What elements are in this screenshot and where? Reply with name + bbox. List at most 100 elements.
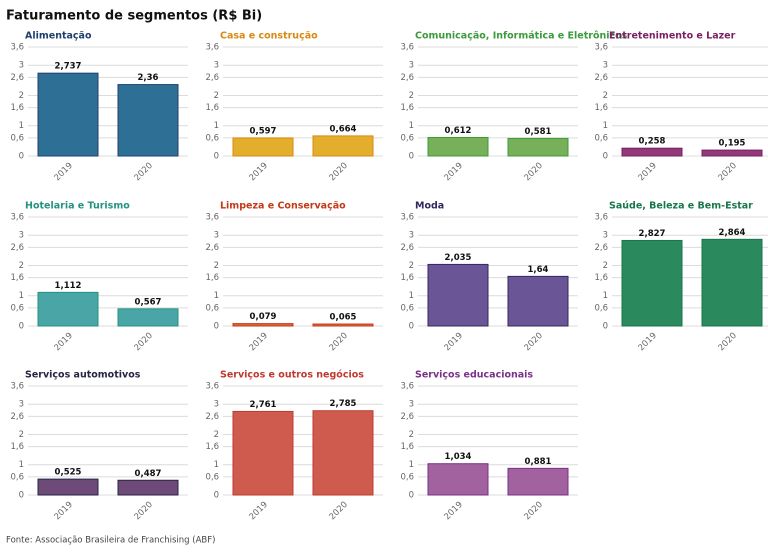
y-tick-label: 0 bbox=[603, 152, 608, 162]
y-tick-label: 0 bbox=[214, 152, 219, 162]
y-tick-label: 3 bbox=[19, 400, 24, 410]
bar bbox=[621, 239, 683, 327]
value-label: 0,612 bbox=[445, 126, 472, 136]
bar bbox=[232, 323, 294, 327]
y-tick-label: 3,6 bbox=[400, 382, 414, 392]
value-label: 1,034 bbox=[445, 452, 472, 462]
panel-title: Casa e construção bbox=[220, 31, 318, 42]
y-tick-label: 3 bbox=[409, 231, 414, 241]
y-tick-label: 2,6 bbox=[205, 73, 219, 83]
bar bbox=[37, 478, 99, 496]
bar bbox=[117, 479, 179, 496]
bar bbox=[507, 467, 569, 496]
y-tick-label: 3 bbox=[409, 61, 414, 71]
y-tick-label: 3,6 bbox=[10, 43, 24, 53]
y-tick-label: 1 bbox=[603, 121, 608, 131]
y-tick-label: 2 bbox=[214, 91, 219, 101]
y-tick-label: 2,6 bbox=[205, 412, 219, 422]
panel-title: Comunicação, Informática e Eletrônicos bbox=[415, 31, 628, 42]
y-tick-label: 1 bbox=[214, 121, 219, 131]
y-tick-label: 2 bbox=[603, 91, 608, 101]
y-tick-label: 3 bbox=[214, 231, 219, 241]
y-tick-label: 2 bbox=[409, 430, 414, 440]
y-tick-label: 1 bbox=[214, 460, 219, 470]
y-tick-label: 0,6 bbox=[10, 472, 24, 482]
y-tick-label: 3,6 bbox=[594, 43, 608, 53]
y-tick-label: 0,6 bbox=[205, 303, 219, 313]
y-tick-label: 3,6 bbox=[205, 43, 219, 53]
y-tick-label: 3 bbox=[603, 231, 608, 241]
y-tick-label: 1,6 bbox=[205, 273, 219, 283]
y-tick-label: 0,6 bbox=[594, 303, 608, 313]
y-tick-label: 1,6 bbox=[10, 273, 24, 283]
y-tick-label: 1 bbox=[409, 121, 414, 131]
y-tick-label: 0 bbox=[603, 322, 608, 332]
bar bbox=[232, 137, 294, 157]
y-tick-label: 1,6 bbox=[400, 273, 414, 283]
value-label: 2,36 bbox=[138, 73, 159, 83]
y-tick-label: 0,6 bbox=[400, 133, 414, 143]
y-tick-label: 0 bbox=[19, 322, 24, 332]
bar bbox=[427, 463, 489, 496]
value-label: 0,258 bbox=[639, 137, 666, 147]
bar bbox=[117, 308, 179, 327]
y-tick-label: 0 bbox=[409, 322, 414, 332]
y-tick-label: 2,6 bbox=[594, 243, 608, 253]
y-tick-label: 2 bbox=[19, 430, 24, 440]
panel-title: Hotelaria e Turismo bbox=[25, 201, 130, 212]
value-label: 0,581 bbox=[525, 127, 552, 137]
value-label: 0,664 bbox=[330, 124, 357, 134]
y-tick-label: 0,6 bbox=[594, 133, 608, 143]
y-tick-label: 3,6 bbox=[400, 213, 414, 223]
y-tick-label: 1,6 bbox=[205, 442, 219, 452]
y-tick-label: 0 bbox=[19, 491, 24, 501]
y-tick-label: 0,6 bbox=[205, 472, 219, 482]
value-label: 0,195 bbox=[719, 139, 746, 149]
value-label: 2,785 bbox=[330, 399, 357, 409]
y-tick-label: 3,6 bbox=[10, 382, 24, 392]
y-tick-label: 0,6 bbox=[10, 133, 24, 143]
bar bbox=[427, 263, 489, 327]
y-tick-label: 2,6 bbox=[400, 243, 414, 253]
y-tick-label: 1,6 bbox=[10, 442, 24, 452]
page-title: Faturamento de segmentos (R$ Bi) bbox=[6, 9, 262, 24]
bar bbox=[117, 84, 179, 157]
y-tick-label: 2,6 bbox=[205, 243, 219, 253]
y-tick-label: 1,6 bbox=[400, 103, 414, 113]
y-tick-label: 3,6 bbox=[205, 213, 219, 223]
bar bbox=[37, 291, 99, 327]
y-tick-label: 0 bbox=[214, 491, 219, 501]
y-tick-label: 0 bbox=[19, 152, 24, 162]
y-tick-label: 0 bbox=[214, 322, 219, 332]
y-tick-label: 1,6 bbox=[400, 442, 414, 452]
y-tick-label: 2 bbox=[409, 261, 414, 271]
bar bbox=[232, 410, 294, 496]
panel-title: Serviços educacionais bbox=[415, 370, 533, 381]
y-tick-label: 1 bbox=[19, 121, 24, 131]
y-tick-label: 2,6 bbox=[10, 73, 24, 83]
value-label: 0,567 bbox=[135, 297, 162, 307]
y-tick-label: 3 bbox=[214, 61, 219, 71]
y-tick-label: 3,6 bbox=[205, 382, 219, 392]
y-tick-label: 1,6 bbox=[594, 103, 608, 113]
y-tick-label: 3 bbox=[19, 61, 24, 71]
y-tick-label: 3,6 bbox=[594, 213, 608, 223]
value-label: 0,881 bbox=[525, 457, 552, 467]
value-label: 0,597 bbox=[250, 126, 277, 136]
value-label: 0,079 bbox=[250, 312, 277, 322]
bar bbox=[37, 72, 99, 157]
value-label: 2,864 bbox=[719, 228, 746, 238]
value-label: 2,737 bbox=[55, 62, 82, 72]
y-tick-label: 3 bbox=[603, 61, 608, 71]
bar bbox=[312, 135, 374, 157]
y-tick-label: 1 bbox=[214, 291, 219, 301]
y-tick-label: 2 bbox=[214, 261, 219, 271]
y-tick-label: 1 bbox=[409, 460, 414, 470]
y-tick-label: 1,6 bbox=[594, 273, 608, 283]
y-tick-label: 1 bbox=[603, 291, 608, 301]
y-tick-label: 3 bbox=[214, 400, 219, 410]
y-tick-label: 0,6 bbox=[205, 133, 219, 143]
y-tick-label: 0,6 bbox=[400, 303, 414, 313]
y-tick-label: 1,6 bbox=[205, 103, 219, 113]
y-tick-label: 2 bbox=[214, 430, 219, 440]
